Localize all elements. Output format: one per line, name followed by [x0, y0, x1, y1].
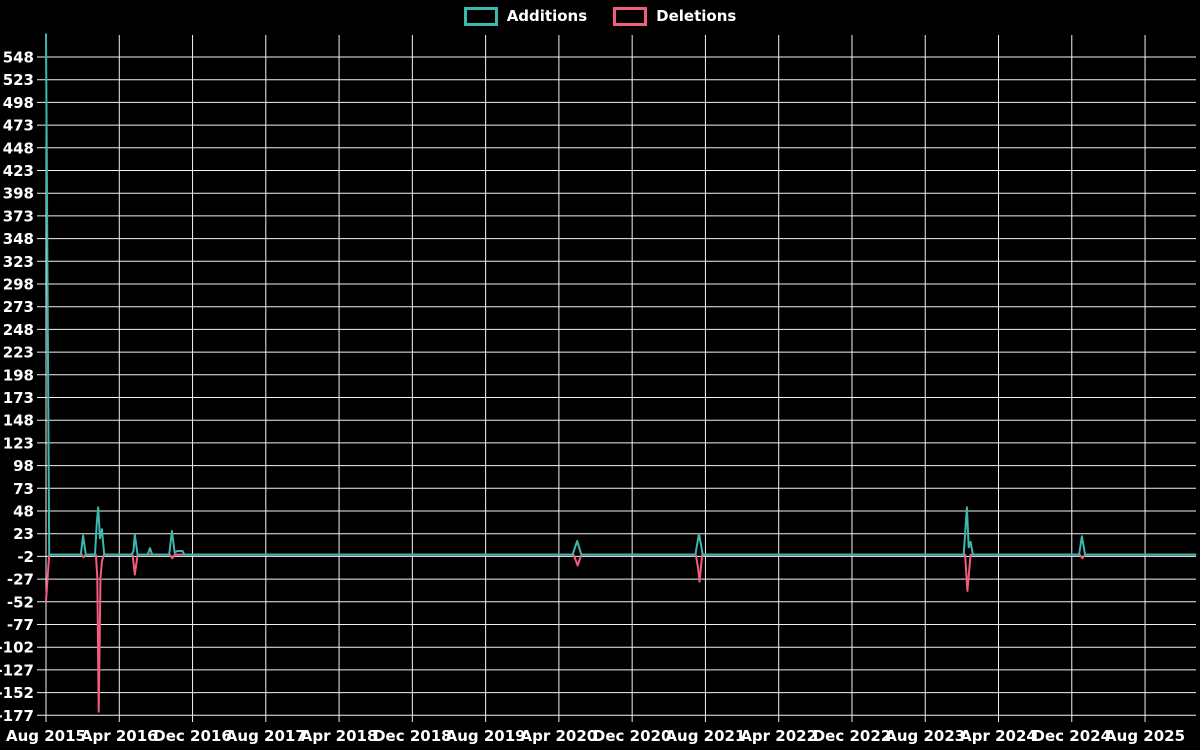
- y-tick-label: 148: [3, 412, 34, 430]
- legend-item-additions: Additions: [463, 7, 588, 26]
- x-tick-label: Aug 2017: [226, 727, 306, 745]
- y-tick-label: -2: [17, 548, 34, 566]
- y-tick-label: -27: [7, 571, 34, 589]
- grid-lines: [37, 35, 1196, 722]
- y-tick-label: 273: [3, 298, 34, 316]
- deletions-swatch: [613, 7, 648, 26]
- y-tick-label: 198: [3, 366, 34, 384]
- deletions-series: [45, 553, 1197, 713]
- y-tick-label: 398: [3, 185, 34, 203]
- y-tick-label: 298: [3, 276, 34, 294]
- x-tick-label: Apr 2020: [521, 727, 598, 745]
- y-tick-label: -127: [0, 661, 34, 679]
- y-tick-label: 98: [13, 457, 34, 475]
- axis-labels: 548 523 498 473 448 423 398 373 348 323 298 273 248 2…: [0, 49, 1185, 746]
- y-tick-label: 248: [3, 321, 34, 339]
- y-tick-label: 123: [3, 434, 34, 452]
- x-tick-label: Apr 2016: [81, 727, 158, 745]
- x-tick-label: Aug 2025: [1105, 727, 1185, 745]
- chart-legend: Additions Deletions: [0, 7, 1200, 26]
- additions-swatch: [463, 7, 498, 26]
- y-tick-label: -177: [0, 707, 34, 725]
- additions-series: [45, 33, 1197, 556]
- x-tick-label: Apr 2022: [740, 727, 817, 745]
- legend-label-additions: Additions: [506, 7, 588, 25]
- x-tick-label: Dec 2024: [1033, 727, 1112, 745]
- y-tick-label: 23: [13, 525, 34, 543]
- y-tick-label: 348: [3, 230, 34, 248]
- x-tick-label: Aug 2019: [446, 727, 526, 745]
- legend-label-deletions: Deletions: [656, 7, 737, 25]
- y-tick-label: -52: [7, 593, 34, 611]
- y-tick-label: -152: [0, 684, 34, 702]
- y-tick-label: 448: [3, 139, 34, 157]
- x-tick-label: Dec 2016: [153, 727, 232, 745]
- x-tick-label: Aug 2015: [6, 727, 86, 745]
- x-tick-label: Aug 2021: [665, 727, 745, 745]
- y-tick-label: 48: [13, 503, 34, 521]
- y-tick-label: -102: [0, 639, 34, 657]
- y-tick-label: -77: [7, 616, 34, 634]
- deletions-line: [45, 553, 1197, 713]
- y-tick-label: 498: [3, 94, 34, 112]
- y-tick-label: 523: [3, 71, 34, 89]
- y-tick-label: 548: [3, 49, 34, 67]
- y-tick-label: 323: [3, 253, 34, 271]
- x-tick-label: Aug 2023: [885, 727, 965, 745]
- y-tick-label: 473: [3, 117, 34, 135]
- legend-item-deletions: Deletions: [613, 7, 736, 26]
- x-tick-label: Apr 2024: [960, 727, 1037, 745]
- x-tick-label: Dec 2022: [813, 727, 892, 745]
- y-tick-label: 223: [3, 344, 34, 362]
- x-tick-label: Dec 2020: [593, 727, 672, 745]
- x-tick-label: Dec 2018: [373, 727, 452, 745]
- additions-line: [45, 33, 1197, 556]
- y-tick-label: 423: [3, 162, 34, 180]
- y-tick-label: 173: [3, 389, 34, 407]
- x-tick-label: Apr 2018: [301, 727, 378, 745]
- y-tick-label: 73: [13, 480, 34, 498]
- y-tick-label: 373: [3, 207, 34, 225]
